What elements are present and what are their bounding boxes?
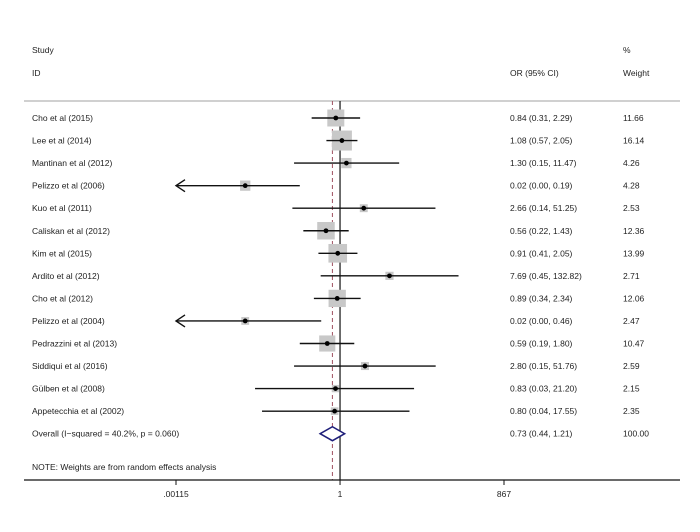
study-or-ci: 0.02 (0.00, 0.19) [510,181,573,191]
study-or-ci: 2.80 (0.15, 51.76) [510,361,577,371]
study-weight: 2.35 [623,406,640,416]
study-or-ci: 0.56 (0.22, 1.43) [510,226,573,236]
study-label: Ardito et al (2012) [32,271,100,281]
header-weight-top: % [623,45,631,55]
point-estimate [362,363,368,369]
study-or-ci: 2.66 (0.14, 51.25) [510,203,577,213]
study-row: Appetecchia et al (2002) 0.80 (0.04, 17.5… [32,406,640,416]
study-row: Cho et al (2015) 0.84 (0.31, 2.29) 11.66 [32,109,644,127]
point-estimate [334,296,340,301]
study-weight: 2.59 [623,361,640,371]
x-tick-label: 867 [497,489,511,499]
x-tick-label: 1 [338,489,343,499]
study-row: Ardito et al (2012) 7.69 (0.45, 132.82) 2.… [32,271,640,281]
overall-row: Overall (I−squared = 40.2%, p = 0.060) 0.… [32,425,649,442]
study-weight: 2.47 [623,316,640,326]
point-estimate [323,228,329,234]
study-label: Appetecchia et al (2002) [32,406,124,416]
study-or-ci: 0.59 (0.19, 1.80) [510,339,573,349]
study-or-ci: 0.02 (0.00, 0.46) [510,316,573,326]
study-weight: 12.06 [623,293,645,303]
study-label: Siddiqui et al (2016) [32,361,108,371]
study-row: Caliskan et al (2012) 0.56 (0.22, 1.43) 12… [32,221,645,240]
study-or-ci: 0.84 (0.31, 2.29) [510,113,573,123]
point-estimate [333,115,339,121]
study-or-ci: 0.83 (0.03, 21.20) [510,384,577,394]
point-estimate [339,138,345,143]
study-row: Pelizzo et al (2004) 0.02 (0.00, 0.46) 2.4… [32,314,640,328]
overall-diamond [318,425,347,442]
study-label: Cho et al (2015) [32,113,93,123]
ci-arrow [174,314,186,328]
point-estimate [242,318,248,324]
study-row: Lee et al (2014) 1.08 (0.57, 2.05) 16.14 [32,130,645,151]
point-estimate [324,341,330,346]
study-or-ci: 1.08 (0.57, 2.05) [510,136,573,146]
point-estimate [332,408,338,414]
study-label: Kim et al (2015) [32,248,92,258]
study-weight: 4.26 [623,158,640,168]
point-estimate [333,386,338,391]
study-row: Pedrazzini et al (2013) 0.59 (0.19, 1.80)… [32,335,645,352]
study-row: Gülben et al (2008) 0.83 (0.03, 21.20) 2.1… [32,384,640,394]
study-or-ci: 1.30 (0.15, 11.47) [510,158,577,168]
overall-weight: 100.00 [623,429,649,439]
point-estimate [387,273,392,279]
x-tick-label: .00115 [163,489,189,499]
study-label: Lee et al (2014) [32,136,92,146]
study-weight: 13.99 [623,248,645,258]
study-row: Pelizzo et al (2006) 0.02 (0.00, 0.19) 4.2… [32,179,640,193]
study-or-ci: 0.80 (0.04, 17.55) [510,406,577,416]
study-weight: 2.71 [623,271,640,281]
study-row: Kim et al (2015) 0.91 (0.41, 2.05) 13.99 [32,243,645,263]
study-weight: 16.14 [623,136,645,146]
study-or-ci: 0.89 (0.34, 2.34) [510,293,573,303]
note-text: NOTE: Weights are from random effects an… [32,462,216,472]
point-estimate [335,250,341,256]
ci-arrow [174,179,186,193]
header-study-top: Study [32,45,54,55]
study-row: Cho et al (2012) 0.89 (0.34, 2.34) 12.06 [32,289,645,308]
point-estimate [361,205,367,211]
header-study-id: ID [32,68,41,78]
study-weight: 10.47 [623,339,645,349]
study-weight: 2.15 [623,384,640,394]
study-label: Pelizzo et al (2004) [32,316,105,326]
study-row: Siddiqui et al (2016) 2.80 (0.15, 51.76) 2… [32,361,640,371]
study-weight: 2.53 [623,203,640,213]
point-estimate [343,160,349,166]
overall-label: Overall (I−squared = 40.2%, p = 0.060) [32,429,179,439]
header-weight: Weight [623,68,650,78]
study-row: Mantinan et al (2012) 1.30 (0.15, 11.47) 4… [32,157,640,169]
study-or-ci: 7.69 (0.45, 132.82) [510,271,582,281]
header-or: OR (95% CI) [510,68,559,78]
overall-or-ci: 0.73 (0.44, 1.21) [510,429,573,439]
study-weight: 12.36 [623,226,645,236]
study-label: Pedrazzini et al (2013) [32,339,117,349]
study-label: Pelizzo et al (2006) [32,181,105,191]
study-or-ci: 0.91 (0.41, 2.05) [510,248,573,258]
study-weight: 4.28 [623,181,640,191]
study-label: Gülben et al (2008) [32,384,105,394]
study-label: Kuo et al (2011) [32,203,92,213]
study-label: Mantinan et al (2012) [32,158,112,168]
point-estimate [242,183,248,189]
study-weight: 11.66 [623,113,644,123]
study-label: Caliskan et al (2012) [32,226,110,236]
study-row: Kuo et al (2011) 2.66 (0.14, 51.25) 2.53 [32,203,640,213]
study-label: Cho et al (2012) [32,293,93,303]
